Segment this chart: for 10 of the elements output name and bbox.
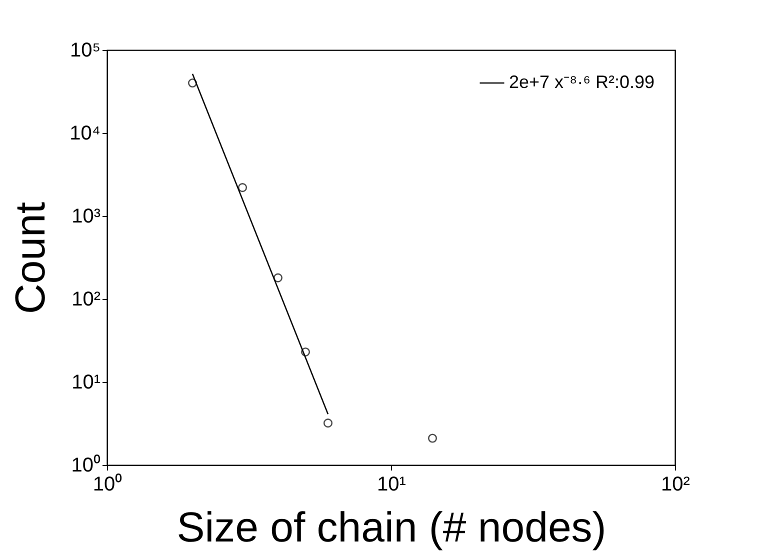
x-tick-label: 10² <box>661 474 690 496</box>
y-tick-label: 10⁵ <box>70 40 100 62</box>
y-tick-label: 10² <box>72 288 101 310</box>
y-tick-label: 10⁴ <box>70 122 100 144</box>
y-tick-label: 10³ <box>72 206 101 228</box>
y-axis-title: Count <box>6 202 54 314</box>
x-axis-title: Size of chain (# nodes) <box>176 504 606 550</box>
x-tick-label: 10¹ <box>377 474 406 496</box>
y-tick-label: 10¹ <box>72 372 101 394</box>
legend-label: 2e+7 x⁻⁸·⁶ R²:0.99 <box>509 72 655 92</box>
